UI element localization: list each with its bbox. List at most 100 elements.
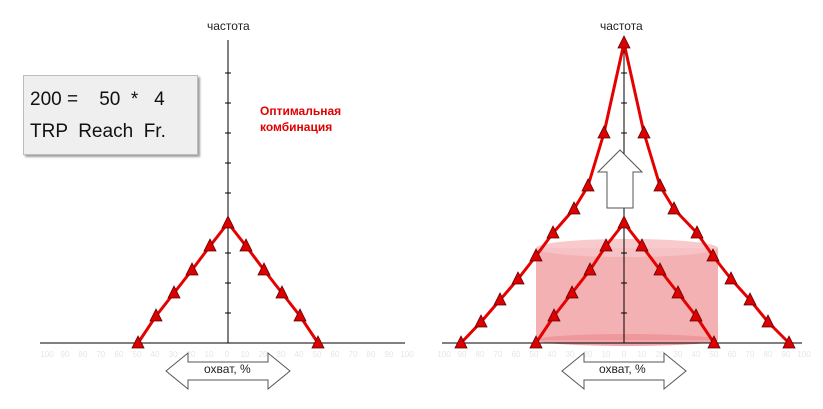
left-reach-axis-label: охват, % — [204, 362, 251, 376]
formula-line-1: 200 = 50 * 4 — [30, 89, 165, 110]
triangle-marker — [311, 335, 325, 349]
x-tick-label: 40 — [151, 350, 160, 359]
x-tick-label: 0 — [225, 350, 230, 359]
triangle-marker — [583, 262, 597, 276]
x-tick-label: 100 — [797, 350, 811, 359]
triangle-marker — [667, 201, 681, 215]
cylinder-bottom — [536, 334, 718, 346]
triangle-marker — [167, 285, 181, 299]
x-tick-label: 80 — [476, 350, 485, 359]
x-tick-label: 80 — [764, 350, 773, 359]
right-chart: 100 90 80 70 60 50 40 30 20 10 0 10 20 30 40 50 60 70 80 90… — [437, 35, 811, 391]
x-tick-label: 50 — [530, 350, 539, 359]
x-tick-label: 100 — [437, 350, 451, 359]
triangle-marker — [653, 262, 667, 276]
right-frequency-axis-label: частота — [600, 19, 643, 33]
optimal-label-line-1: Оптимальная — [260, 104, 342, 118]
x-tick-label: 90 — [385, 350, 394, 359]
x-tick-label: 10 — [602, 350, 611, 359]
x-tick-label: 10 — [241, 350, 250, 359]
x-tick-label: 100 — [40, 350, 54, 359]
triangle-marker — [131, 335, 145, 349]
right-reach-axis-label: охват, % — [599, 362, 646, 376]
x-tick-label: 50 — [710, 350, 719, 359]
triangle-marker — [724, 271, 738, 285]
x-tick-label: 90 — [458, 350, 467, 359]
x-tick-label: 30 — [169, 350, 178, 359]
triangle-marker — [617, 215, 631, 229]
x-tick-label: 70 — [349, 350, 358, 359]
triangle-marker — [761, 314, 775, 328]
triangle-marker — [529, 335, 543, 349]
x-tick-label: 50 — [313, 350, 322, 359]
x-tick-label: 20 — [187, 350, 196, 359]
triangle-marker — [581, 178, 595, 192]
triangle-marker — [185, 262, 199, 276]
x-tick-label: 20 — [656, 350, 665, 359]
triangle-marker — [617, 35, 631, 49]
double-arrow-horizontal — [561, 351, 687, 391]
left-frequency-axis-label: частота — [207, 19, 250, 33]
triangle-marker — [597, 125, 611, 139]
triangle-marker — [293, 308, 307, 322]
x-tick-label: 0 — [622, 350, 627, 359]
optimal-combination-label: Оптимальная комбинация — [260, 103, 370, 135]
x-tick-label: 60 — [512, 350, 521, 359]
triangle-marker — [221, 215, 235, 229]
triangle-marker — [511, 271, 525, 285]
triangle-marker — [203, 238, 217, 252]
cylinder-body — [536, 248, 718, 340]
x-tick-label: 10 — [638, 350, 647, 359]
triangle-marker — [635, 238, 649, 252]
x-tick-label: 90 — [61, 350, 70, 359]
optimal-label-line-2: комбинация — [260, 120, 333, 134]
triangle-marker — [546, 225, 560, 239]
x-tick-label: 30 — [566, 350, 575, 359]
x-tick-label: 40 — [692, 350, 701, 359]
triangle-marker — [743, 292, 757, 306]
x-tick-label: 60 — [728, 350, 737, 359]
formula-line-2: TRP Reach Fr. — [30, 121, 166, 142]
triangle-marker — [547, 308, 561, 322]
triangle-marker — [275, 285, 289, 299]
x-tick-label: 70 — [494, 350, 503, 359]
triangle-marker — [599, 238, 613, 252]
double-arrow-horizontal — [165, 351, 291, 391]
cylinder-top — [536, 239, 718, 257]
triangle-marker — [454, 335, 468, 349]
triangle-marker — [707, 335, 721, 349]
triangle-marker — [239, 238, 253, 252]
left-chart: 100 90 80 70 60 50 40 30 20 10 0 10 20 30 40 50 60 70 80 90… — [40, 40, 414, 391]
x-tick-label: 80 — [79, 350, 88, 359]
x-tick-label: 100 — [400, 350, 414, 359]
x-tick-label: 20 — [259, 350, 268, 359]
x-tick-label: 30 — [674, 350, 683, 359]
triangle-marker — [637, 125, 651, 139]
triangle-marker — [529, 248, 543, 262]
triangle-marker — [653, 178, 667, 192]
x-tick-label: 70 — [746, 350, 755, 359]
triangle-marker — [706, 248, 720, 262]
x-tick-label: 20 — [584, 350, 593, 359]
triangle-marker — [474, 314, 488, 328]
up-arrow — [596, 149, 644, 209]
triangle-marker — [149, 308, 163, 322]
triangle-marker — [690, 225, 704, 239]
formula-box: 200 = 50 * 4 TRP Reach Fr. — [23, 75, 198, 155]
triangle-marker — [671, 285, 685, 299]
x-tick-label: 50 — [133, 350, 142, 359]
triangle-marker — [565, 285, 579, 299]
triangle-marker — [782, 335, 796, 349]
triangle-marker — [257, 262, 271, 276]
triangle-marker — [567, 201, 581, 215]
x-tick-label: 80 — [367, 350, 376, 359]
x-tick-label: 10 — [205, 350, 214, 359]
triangle-marker — [689, 308, 703, 322]
x-tick-label: 40 — [295, 350, 304, 359]
x-tick-label: 60 — [331, 350, 340, 359]
x-tick-label: 90 — [782, 350, 791, 359]
x-tick-label: 60 — [115, 350, 124, 359]
x-tick-label: 70 — [97, 350, 106, 359]
